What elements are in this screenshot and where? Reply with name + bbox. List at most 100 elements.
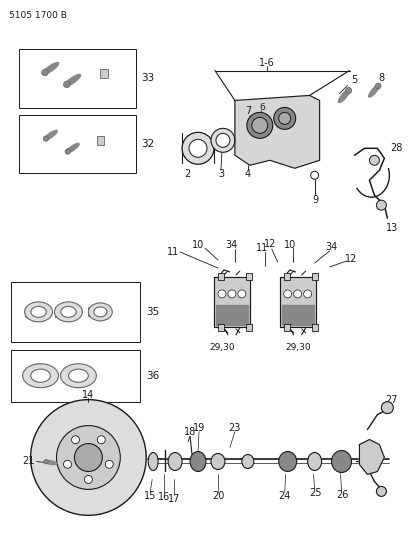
Circle shape <box>71 436 80 444</box>
Text: 20: 20 <box>212 491 224 502</box>
Ellipse shape <box>247 112 273 139</box>
Ellipse shape <box>89 303 112 321</box>
Circle shape <box>31 400 146 515</box>
Polygon shape <box>66 143 79 154</box>
Ellipse shape <box>242 455 254 469</box>
Ellipse shape <box>31 369 51 382</box>
Circle shape <box>310 171 319 179</box>
Ellipse shape <box>279 112 291 124</box>
Polygon shape <box>280 277 316 327</box>
Text: 9: 9 <box>313 195 319 205</box>
Bar <box>284 324 290 331</box>
Polygon shape <box>44 461 57 465</box>
Text: 11: 11 <box>167 247 179 257</box>
Circle shape <box>97 436 105 444</box>
Text: 1-6: 1-6 <box>259 58 275 68</box>
Text: 18: 18 <box>184 426 196 437</box>
Polygon shape <box>64 75 80 86</box>
Ellipse shape <box>65 149 71 154</box>
Text: 24: 24 <box>279 491 291 502</box>
Circle shape <box>228 290 236 298</box>
Polygon shape <box>338 88 350 102</box>
Ellipse shape <box>216 133 230 147</box>
Text: 8: 8 <box>378 74 384 84</box>
Text: 29,30: 29,30 <box>285 343 310 352</box>
Text: 10: 10 <box>192 240 204 250</box>
Ellipse shape <box>55 302 82 322</box>
Bar <box>89 308 95 317</box>
Text: 10: 10 <box>284 240 296 250</box>
Text: 2: 2 <box>184 169 190 179</box>
Polygon shape <box>282 305 314 325</box>
Circle shape <box>284 290 292 298</box>
Ellipse shape <box>42 69 48 76</box>
Circle shape <box>84 475 92 483</box>
Text: 28: 28 <box>390 143 403 154</box>
Ellipse shape <box>274 108 296 130</box>
Ellipse shape <box>308 453 322 471</box>
Circle shape <box>218 290 226 298</box>
Text: 12: 12 <box>345 254 358 264</box>
Text: 14: 14 <box>82 390 95 400</box>
Text: 35: 35 <box>146 307 160 317</box>
Text: 36: 36 <box>146 371 160 381</box>
Bar <box>100 69 109 78</box>
Text: 17: 17 <box>168 495 180 504</box>
Ellipse shape <box>211 128 235 152</box>
Bar <box>284 273 290 280</box>
Ellipse shape <box>31 306 46 317</box>
Circle shape <box>294 290 302 298</box>
Circle shape <box>238 290 246 298</box>
Ellipse shape <box>61 306 76 317</box>
Bar <box>246 273 252 280</box>
Bar <box>312 273 317 280</box>
Text: 34: 34 <box>226 240 238 250</box>
Bar <box>55 307 63 317</box>
Text: 12: 12 <box>264 239 276 249</box>
Circle shape <box>105 461 113 469</box>
Ellipse shape <box>182 132 214 164</box>
Circle shape <box>381 402 393 414</box>
Text: 21: 21 <box>22 456 35 466</box>
Ellipse shape <box>64 81 70 87</box>
Ellipse shape <box>43 136 49 141</box>
Text: 16: 16 <box>158 492 170 503</box>
Text: 26: 26 <box>336 490 349 500</box>
Text: 5: 5 <box>351 76 357 85</box>
Bar <box>24 307 33 317</box>
Text: 15: 15 <box>144 491 156 502</box>
Circle shape <box>377 487 386 496</box>
Ellipse shape <box>22 364 58 387</box>
Text: 29,30: 29,30 <box>209 343 235 352</box>
Text: 19: 19 <box>193 423 205 433</box>
Bar <box>98 136 104 146</box>
Polygon shape <box>369 84 380 97</box>
Ellipse shape <box>24 302 53 322</box>
Text: 23: 23 <box>229 423 241 433</box>
Circle shape <box>369 155 379 165</box>
Bar <box>312 324 317 331</box>
Bar <box>218 324 224 331</box>
Text: 27: 27 <box>385 394 398 405</box>
Text: 7: 7 <box>245 107 251 116</box>
Ellipse shape <box>148 453 158 471</box>
Polygon shape <box>214 277 250 327</box>
Text: 5105 1700 B: 5105 1700 B <box>9 11 67 20</box>
Circle shape <box>377 200 386 210</box>
Bar <box>11 282 140 342</box>
Polygon shape <box>216 305 248 325</box>
Text: 33: 33 <box>142 74 155 84</box>
Circle shape <box>304 290 312 298</box>
Text: 13: 13 <box>386 223 399 233</box>
Circle shape <box>56 425 120 489</box>
Circle shape <box>64 461 71 469</box>
Polygon shape <box>235 95 319 168</box>
Ellipse shape <box>94 307 107 317</box>
Bar <box>19 49 136 108</box>
Text: 32: 32 <box>142 139 155 149</box>
Text: 11: 11 <box>256 243 268 253</box>
Ellipse shape <box>252 117 268 133</box>
Ellipse shape <box>375 83 381 89</box>
Ellipse shape <box>168 453 182 471</box>
Ellipse shape <box>69 369 88 382</box>
